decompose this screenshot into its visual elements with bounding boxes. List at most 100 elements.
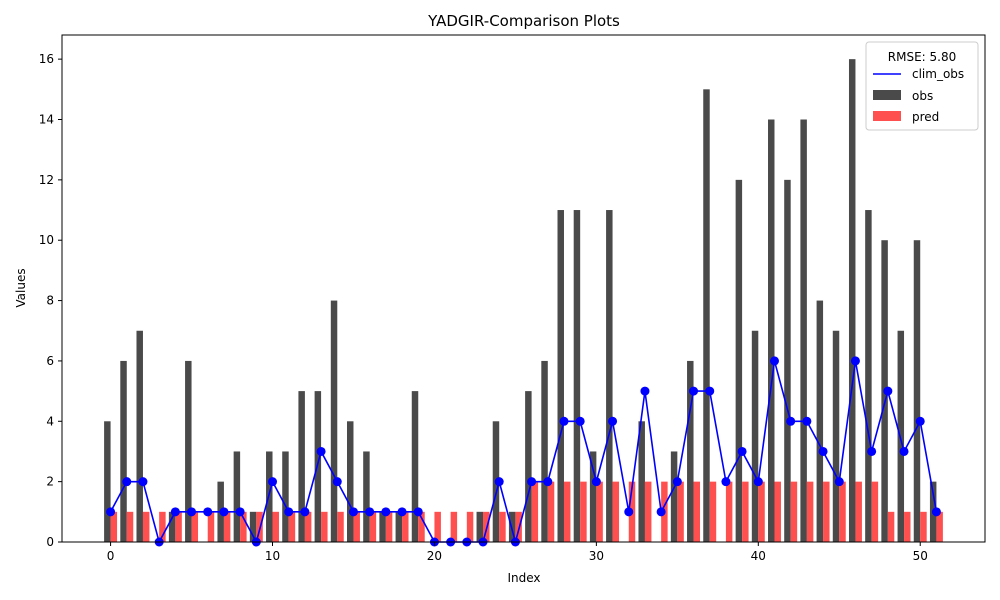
clim-obs-point [900, 447, 909, 456]
clim-obs-point [640, 387, 649, 396]
clim-obs-point [349, 507, 358, 516]
obs-bar [736, 180, 742, 542]
x-tick-label: 30 [589, 549, 604, 563]
pred-bar [677, 482, 683, 542]
pred-bar [694, 482, 700, 542]
clim-obs-point [689, 387, 698, 396]
clim-obs-point [867, 447, 876, 456]
clim-obs-point [738, 447, 747, 456]
obs-bar [784, 180, 790, 542]
pred-bar [888, 512, 894, 542]
obs-bar [703, 89, 709, 542]
y-tick-label: 0 [46, 535, 54, 549]
clim-obs-point [527, 477, 536, 486]
clim-obs-point [916, 417, 925, 426]
clim-obs-point [398, 507, 407, 516]
obs-bar [282, 451, 288, 542]
clim-obs-point [268, 477, 277, 486]
pred-bar [532, 482, 538, 542]
obs-bar [558, 210, 564, 542]
obs-bar [671, 451, 677, 542]
x-tick-label: 10 [265, 549, 280, 563]
clim-obs-point [219, 507, 228, 516]
pred-bar [175, 512, 181, 542]
clim-obs-point [187, 507, 196, 516]
clim-obs-point [883, 387, 892, 396]
pred-bar [451, 512, 457, 542]
y-tick-label: 2 [46, 475, 54, 489]
y-tick-label: 14 [39, 113, 54, 127]
pred-bar [548, 482, 554, 542]
x-tick-label: 0 [107, 549, 115, 563]
clim-obs-point [106, 507, 115, 516]
clim-obs-point [381, 507, 390, 516]
legend-entry-clim-obs: clim_obs [912, 67, 964, 81]
obs-bar [606, 210, 612, 542]
clim-obs-point [657, 507, 666, 516]
pred-bar [337, 512, 343, 542]
obs-bar [574, 210, 580, 542]
clim-obs-point [835, 477, 844, 486]
pred-bar [872, 482, 878, 542]
x-tick-label: 50 [913, 549, 928, 563]
pred-bar [580, 482, 586, 542]
clim-obs-point [300, 507, 309, 516]
clim-obs-point [705, 387, 714, 396]
clim-obs-point [236, 507, 245, 516]
clim-obs-point [495, 477, 504, 486]
pred-bar [321, 512, 327, 542]
pred-bar [353, 512, 359, 542]
pred-bar [823, 482, 829, 542]
pred-bar [273, 512, 279, 542]
clim-obs-point [770, 356, 779, 365]
pred-bar [710, 482, 716, 542]
pred-bar [467, 512, 473, 542]
obs-bar [477, 512, 483, 542]
x-axis-label: Index [507, 571, 540, 585]
pred-bar [920, 512, 926, 542]
clim-obs-point [284, 507, 293, 516]
x-tick-label: 40 [751, 549, 766, 563]
obs-bar [347, 421, 353, 542]
clim-obs-point [203, 507, 212, 516]
pred-bar [936, 512, 942, 542]
pred-bar [904, 512, 910, 542]
obs-bar [638, 421, 644, 542]
pred-bar [791, 482, 797, 542]
clim-obs-point [721, 477, 730, 486]
pred-bar [208, 512, 214, 542]
pred-bar [596, 482, 602, 542]
pred-bar [305, 512, 311, 542]
obs-bar [104, 421, 110, 542]
pred-bar [742, 482, 748, 542]
pred-bar [613, 482, 619, 542]
clim-obs-point [592, 477, 601, 486]
clim-obs-point [365, 507, 374, 516]
obs-bar [412, 391, 418, 542]
obs-bar [768, 120, 774, 543]
legend-entry-pred: pred [912, 110, 939, 124]
pred-bar [645, 482, 651, 542]
pred-bar [111, 512, 117, 542]
legend-obs-swatch [873, 90, 901, 100]
pred-bar [143, 512, 149, 542]
clim-obs-point [851, 356, 860, 365]
clim-obs-point [673, 477, 682, 486]
clim-obs-point [559, 417, 568, 426]
clim-obs-point [138, 477, 147, 486]
pred-bar [726, 482, 732, 542]
clim-obs-point [608, 417, 617, 426]
y-tick-label: 12 [39, 173, 54, 187]
y-tick-label: 10 [39, 233, 54, 247]
y-tick-label: 8 [46, 294, 54, 308]
pred-bar [564, 482, 570, 542]
obs-bar [120, 361, 126, 542]
obs-bar [833, 331, 839, 542]
obs-bar [136, 331, 142, 542]
pred-bar [386, 512, 392, 542]
clim-obs-point [317, 447, 326, 456]
obs-bar [849, 59, 855, 542]
pred-bar [499, 512, 505, 542]
clim-obs-point [932, 507, 941, 516]
